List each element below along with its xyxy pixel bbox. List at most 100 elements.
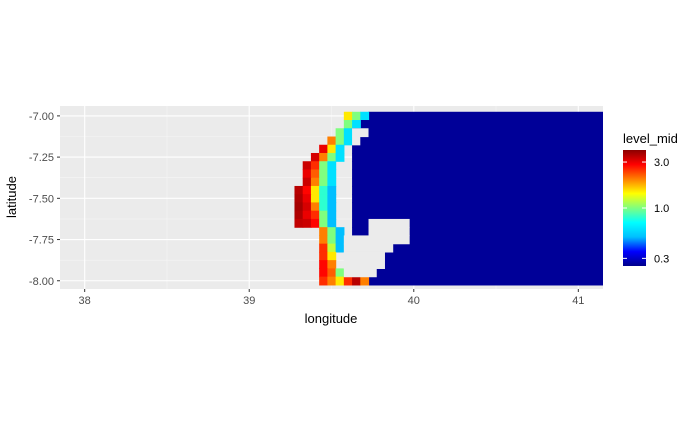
heatmap-cell bbox=[327, 227, 337, 237]
heatmap-ocean-cell bbox=[352, 243, 603, 253]
x-tick-label: 41 bbox=[572, 295, 584, 307]
heatmap-cell bbox=[327, 144, 337, 154]
y-tick-label: -8.00 bbox=[29, 276, 54, 288]
heatmap-cell bbox=[327, 152, 337, 162]
heatmap-cell bbox=[319, 235, 328, 245]
heatmap-cell bbox=[319, 251, 328, 261]
heatmap-cell bbox=[302, 177, 312, 187]
heatmap-ocean-cell bbox=[368, 111, 603, 121]
heatmap-cell bbox=[302, 210, 312, 220]
heatmap-cell bbox=[327, 260, 337, 269]
heatmap-cell bbox=[319, 218, 328, 228]
heatmap-cell bbox=[310, 177, 320, 187]
heatmap-cell bbox=[302, 185, 312, 195]
heatmap-cell bbox=[327, 194, 337, 204]
heatmap-cell bbox=[302, 202, 312, 212]
heatmap-cell bbox=[294, 185, 304, 195]
heatmap-cell bbox=[327, 185, 337, 195]
heatmap-ocean-cell bbox=[352, 235, 603, 245]
heatmap-cell bbox=[319, 169, 328, 179]
heatmap-cell bbox=[335, 128, 345, 138]
heatmap-ocean-cell bbox=[352, 218, 603, 228]
heatmap-cell bbox=[327, 202, 337, 212]
heatmap-ocean-cell bbox=[352, 144, 603, 154]
heatmap-ocean-cell bbox=[352, 251, 603, 261]
heatmap-cell bbox=[302, 161, 312, 171]
heatmap-ocean-cell bbox=[352, 169, 603, 179]
heatmap-missing-cell bbox=[368, 227, 410, 237]
legend-colorbar bbox=[623, 150, 646, 266]
heatmap-cell bbox=[327, 251, 337, 261]
heatmap-cell bbox=[294, 210, 304, 220]
heatmap-missing-cell bbox=[352, 128, 369, 138]
heatmap-cell bbox=[335, 268, 345, 278]
heatmap-ocean-cell bbox=[352, 136, 603, 146]
heatmap-cell bbox=[343, 120, 353, 129]
heatmap-cell bbox=[319, 144, 328, 154]
heatmap-cell bbox=[327, 169, 337, 179]
heatmap-cell bbox=[335, 152, 345, 162]
heatmap-cell bbox=[335, 235, 345, 245]
heatmap-cell bbox=[319, 152, 328, 162]
heatmap-cell bbox=[327, 243, 337, 253]
heatmap-cell bbox=[352, 120, 361, 129]
heatmap-cell bbox=[294, 194, 304, 204]
legend: level_mid 0.3 1.0 3.0 bbox=[623, 131, 678, 266]
heatmap-cell bbox=[343, 111, 353, 121]
heatmap-cell bbox=[310, 202, 320, 212]
heatmap-missing-cell bbox=[368, 218, 410, 228]
heatmap-ocean-cell bbox=[352, 227, 603, 237]
heatmap-cell bbox=[319, 161, 328, 171]
heatmap-cell bbox=[343, 128, 353, 138]
heatmap-missing-cell bbox=[343, 243, 394, 253]
heatmap-cell bbox=[327, 276, 337, 286]
heatmap-cell bbox=[327, 268, 337, 278]
heatmap-cell bbox=[302, 218, 312, 228]
x-axis-ticks: 38 39 40 41 bbox=[79, 289, 584, 307]
heatmap-cell bbox=[302, 194, 312, 204]
heatmap-cell bbox=[294, 218, 304, 228]
heatmap-cell bbox=[319, 243, 328, 253]
heatmap-cell bbox=[310, 210, 320, 220]
heatmap-ocean-cell bbox=[352, 260, 603, 269]
heatmap-cell bbox=[327, 177, 337, 187]
heatmap-cell bbox=[327, 218, 337, 228]
heatmap-cell bbox=[335, 144, 345, 154]
y-tick-label: -7.25 bbox=[29, 152, 54, 164]
heatmap-cell bbox=[310, 161, 320, 171]
heatmap-cell bbox=[327, 136, 337, 146]
heatmap-missing-cell bbox=[352, 136, 361, 146]
heatmap-cell bbox=[294, 202, 304, 212]
heatmap-cell bbox=[360, 276, 370, 286]
heatmap-cell bbox=[327, 235, 337, 245]
heatmap-cell bbox=[335, 276, 345, 286]
heatmap-ocean-cell bbox=[352, 128, 603, 138]
heatmap-cell bbox=[302, 169, 312, 179]
heatmap-ocean-cell bbox=[352, 210, 603, 220]
heatmap-ocean-cell bbox=[352, 161, 603, 171]
heatmap-missing-cell bbox=[343, 235, 410, 245]
heatmap-cell bbox=[335, 227, 345, 237]
x-tick-label: 40 bbox=[408, 295, 420, 307]
x-tick-label: 39 bbox=[243, 295, 255, 307]
heatmap-cell bbox=[343, 136, 353, 146]
x-tick-label: 38 bbox=[79, 295, 91, 307]
legend-tick-label: 3.0 bbox=[654, 157, 669, 169]
heatmap-ocean-cell bbox=[352, 177, 603, 187]
legend-title: level_mid bbox=[623, 131, 678, 146]
legend-ticks: 0.3 1.0 3.0 bbox=[623, 157, 669, 265]
y-axis-title: latitude bbox=[4, 176, 19, 218]
heatmap-missing-cell bbox=[343, 260, 385, 269]
legend-tick-label: 1.0 bbox=[654, 203, 669, 215]
heatmap-cell bbox=[310, 169, 320, 179]
heatmap-cell bbox=[335, 136, 345, 146]
heatmap-cell bbox=[310, 194, 320, 204]
heatmap-cell bbox=[327, 210, 337, 220]
heatmap-cell bbox=[335, 243, 345, 253]
heatmap-missing-cell bbox=[343, 251, 385, 261]
heatmap-cell bbox=[319, 194, 328, 204]
heatmap-cell bbox=[319, 202, 328, 212]
heatmap-ocean-cell bbox=[368, 276, 603, 286]
heatmap-cell bbox=[319, 185, 328, 195]
